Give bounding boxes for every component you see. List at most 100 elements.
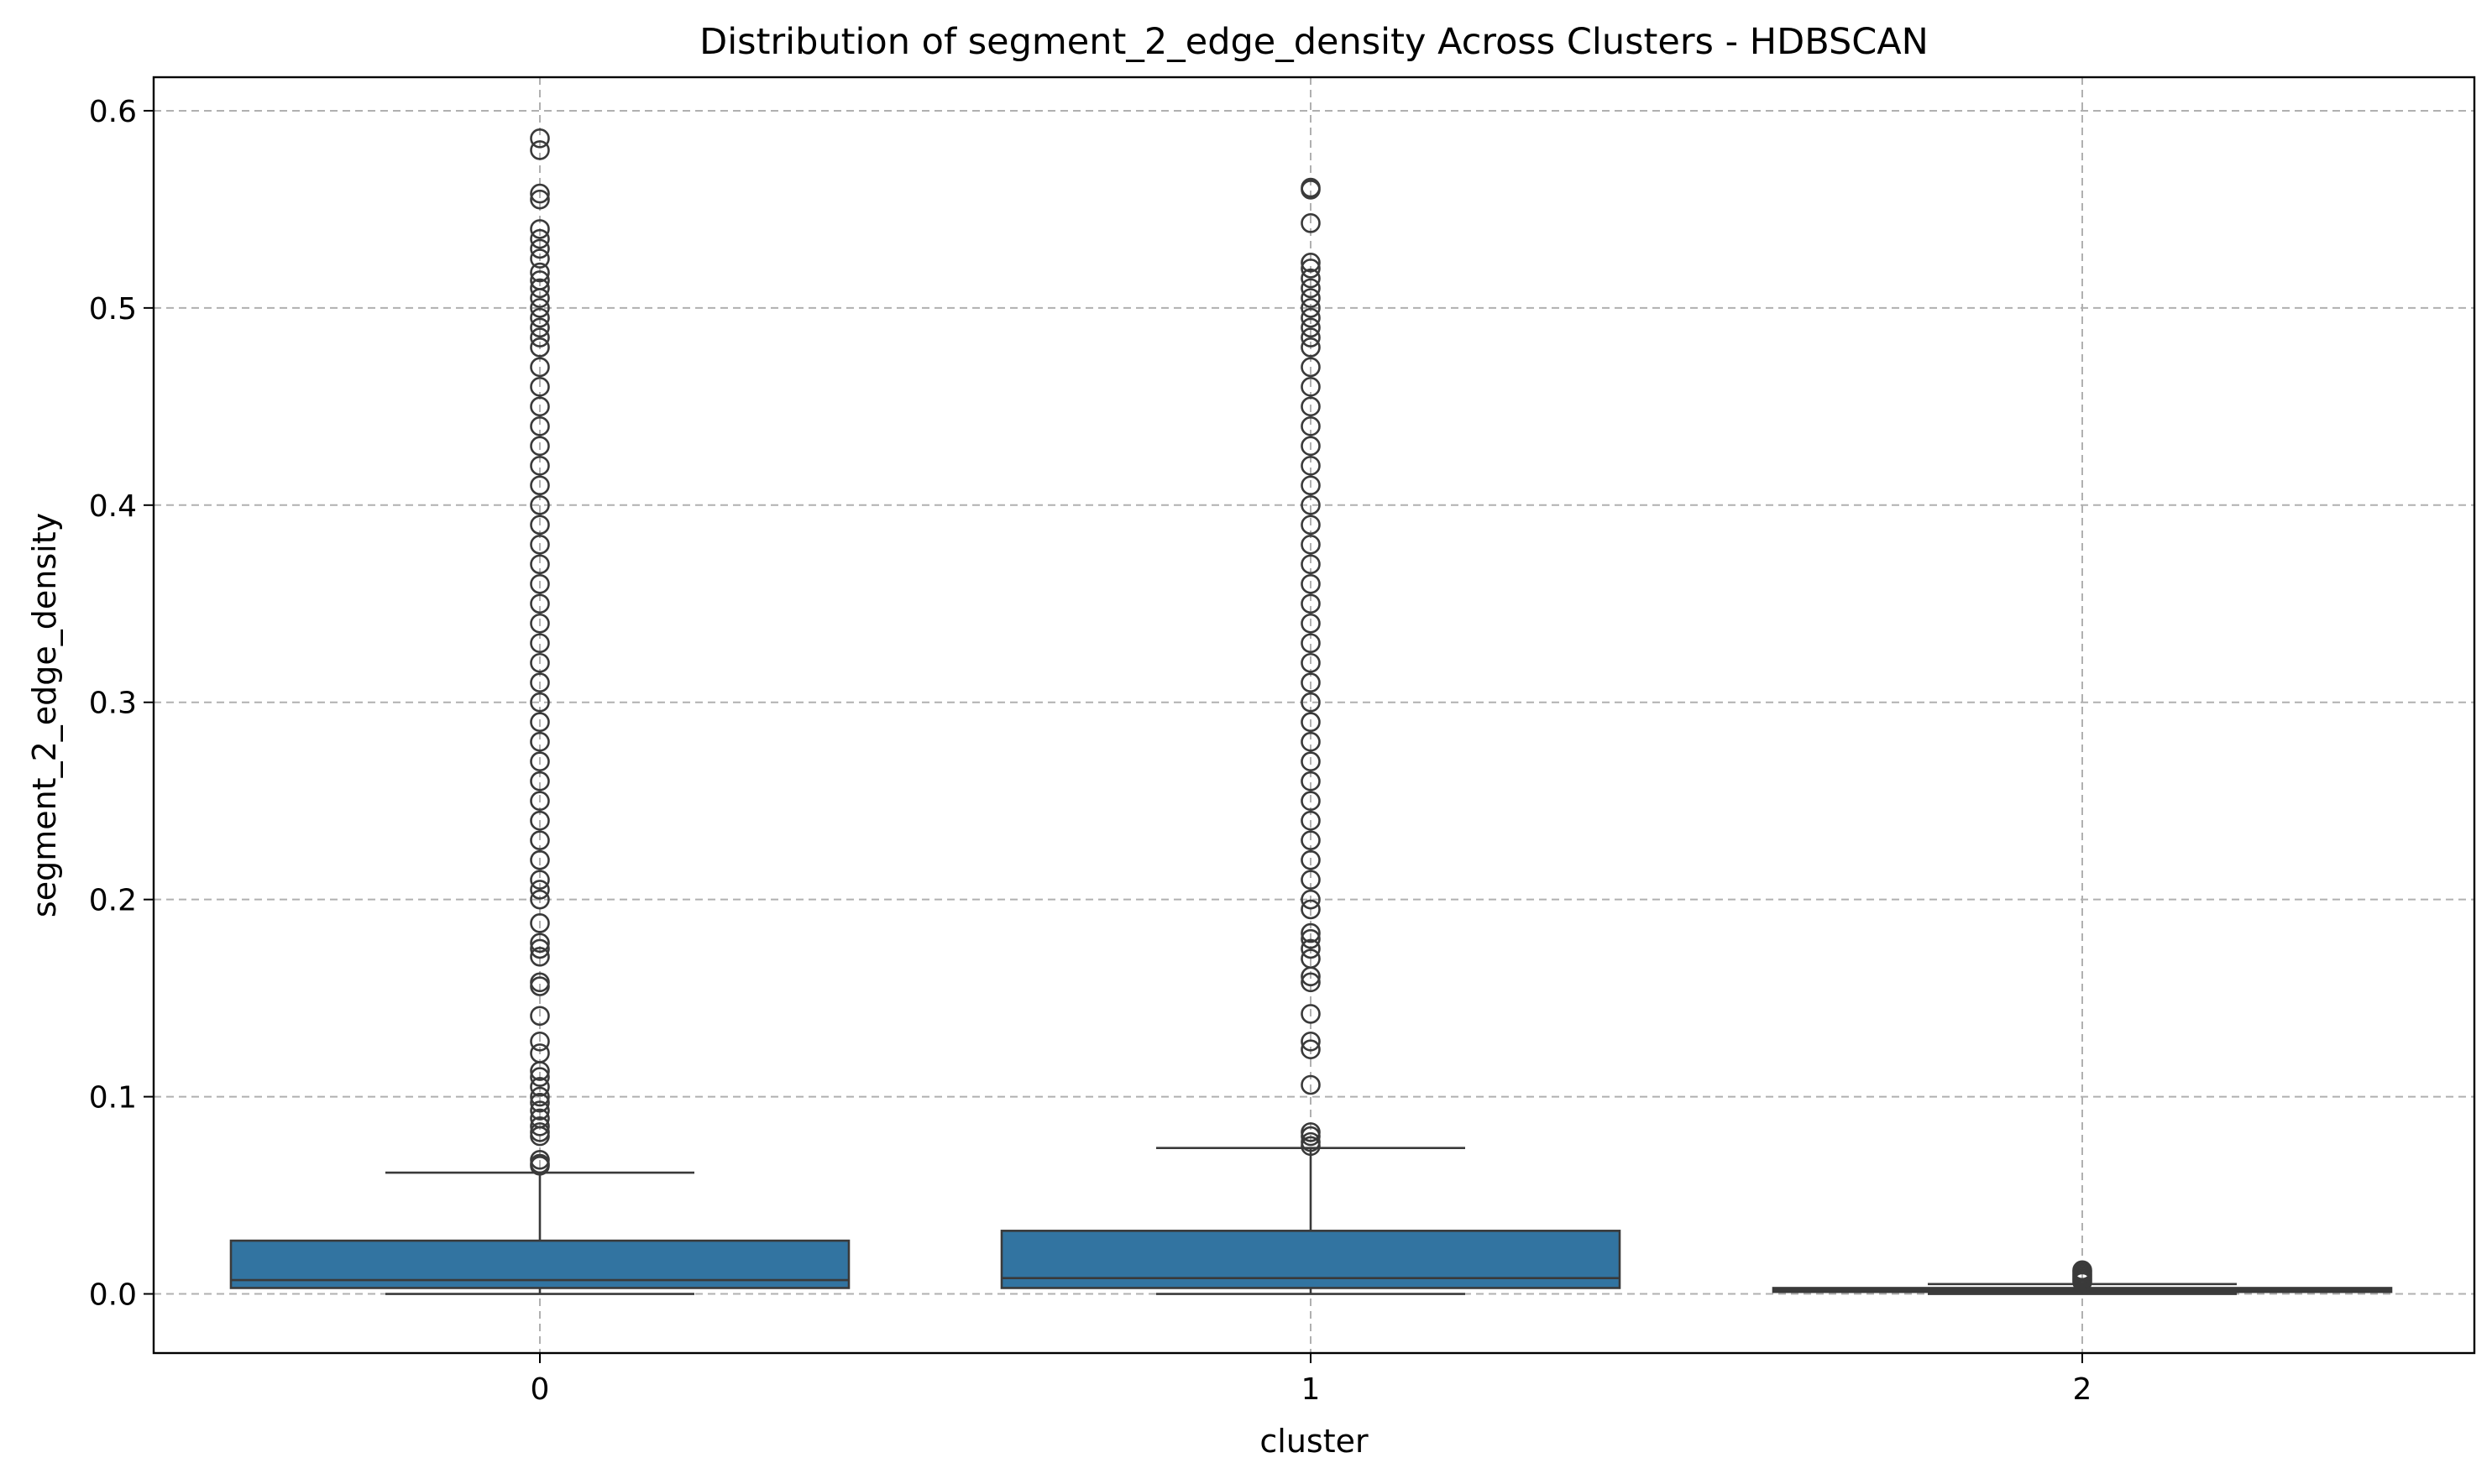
outlier-point	[1301, 972, 1321, 993]
outlier-point	[530, 1067, 550, 1087]
outlier-point	[530, 573, 550, 594]
outlier-point	[530, 327, 550, 347]
outlier-point	[1301, 573, 1321, 594]
outlier-point	[530, 692, 550, 713]
outlier-point	[530, 140, 550, 160]
outlier-point	[1301, 180, 1321, 200]
x-tick-label: 0	[531, 1372, 550, 1407]
outlier-point	[530, 377, 550, 397]
outlier-point	[2072, 1272, 2092, 1293]
outlier-point	[530, 337, 550, 358]
outlier-point	[530, 475, 550, 496]
outlier-point	[1301, 1126, 1321, 1147]
x-tick-label: 1	[1301, 1372, 1321, 1407]
outlier-point	[530, 791, 550, 811]
y-tick-label: 0.3	[89, 687, 137, 721]
outlier-point	[530, 298, 550, 318]
outlier-point	[530, 731, 550, 752]
outlier-point	[1301, 268, 1321, 289]
outlier-point	[530, 307, 550, 328]
outlier-point	[1301, 810, 1321, 831]
outlier-point	[530, 751, 550, 772]
outlier-point	[1301, 633, 1321, 654]
outlier-point	[530, 1116, 550, 1137]
outlier-point	[1301, 337, 1321, 358]
outlier-point	[530, 946, 550, 967]
outlier-point	[530, 889, 550, 910]
outlier-point	[530, 1126, 550, 1147]
outlier-point	[1301, 436, 1321, 457]
outlier-point	[1301, 771, 1321, 792]
outlier-point	[530, 228, 550, 249]
y-tick-label: 0.2	[89, 884, 137, 918]
outlier-point	[1301, 1136, 1321, 1157]
outlier-point	[1301, 966, 1321, 987]
outlier-point	[1301, 751, 1321, 772]
y-axis-label: segment_2_edge_density	[26, 513, 63, 917]
outlier-point	[1301, 1039, 1321, 1060]
outlier-point	[530, 880, 550, 900]
outlier-point	[1301, 899, 1321, 920]
outlier-point	[530, 633, 550, 654]
outlier-point	[530, 288, 550, 308]
box-cluster-2	[1772, 1260, 2393, 1295]
outlier-point	[530, 1156, 550, 1176]
box-cluster-0	[229, 128, 851, 1295]
outlier-point	[530, 278, 550, 299]
outlier-point	[1301, 456, 1321, 476]
outlier-point	[1301, 534, 1321, 555]
outlier-point	[1301, 327, 1321, 347]
x-tick-label: 2	[2073, 1372, 2092, 1407]
outlier-point	[530, 652, 550, 673]
outlier-point	[1301, 554, 1321, 575]
y-tick-label: 0.0	[89, 1278, 137, 1313]
outlier-point	[530, 1006, 550, 1027]
outlier-point	[1301, 922, 1321, 943]
outlier-point	[1301, 1004, 1321, 1024]
outlier-point	[1301, 928, 1321, 949]
outlier-point	[530, 870, 550, 890]
outlier-point	[530, 810, 550, 831]
outlier-point	[530, 262, 550, 283]
grid-layer	[154, 77, 2474, 1353]
outlier-point	[530, 183, 550, 204]
chart-title: Distribution of segment_2_edge_density A…	[699, 21, 1929, 63]
outlier-point	[1301, 377, 1321, 397]
outlier-point	[530, 1092, 550, 1113]
y-tick-label: 0.6	[89, 95, 137, 129]
tick-layer: 0.0 0.1 0.2 0.3 0.4 0.5 0.6 0 1 2	[89, 95, 2092, 1407]
outlier-point	[1301, 1074, 1321, 1095]
outlier-point	[1301, 515, 1321, 536]
y-tick-label: 0.1	[89, 1081, 137, 1116]
outlier-point	[530, 712, 550, 733]
outlier-point	[1301, 298, 1321, 318]
outlier-point	[1301, 416, 1321, 436]
outlier-point	[1301, 712, 1321, 733]
outlier-point	[530, 357, 550, 378]
outlier-point	[530, 456, 550, 476]
outlier-point	[530, 515, 550, 536]
outlier-point	[1301, 253, 1321, 273]
outlier-point	[1301, 613, 1321, 634]
y-tick-label: 0.5	[89, 292, 137, 327]
outlier-point	[530, 1086, 550, 1107]
outlier-point	[1301, 475, 1321, 496]
outlier-point	[1301, 652, 1321, 673]
outlier-point	[1301, 791, 1321, 811]
iqr-box	[1000, 1230, 1621, 1289]
outlier-point	[1301, 830, 1321, 850]
outlier-point	[530, 189, 550, 210]
outlier-point	[530, 771, 550, 792]
box-layer	[229, 128, 2393, 1295]
outlier-point	[530, 554, 550, 575]
outlier-point	[530, 976, 550, 996]
outlier-point	[530, 219, 550, 239]
outlier-point	[530, 593, 550, 614]
outlier-point	[1301, 593, 1321, 614]
outlier-point	[530, 1100, 550, 1121]
outlier-point	[530, 938, 550, 959]
outlier-point	[530, 494, 550, 515]
outlier-point	[1301, 317, 1321, 338]
outlier-point	[1301, 889, 1321, 910]
outlier-point	[1301, 307, 1321, 328]
